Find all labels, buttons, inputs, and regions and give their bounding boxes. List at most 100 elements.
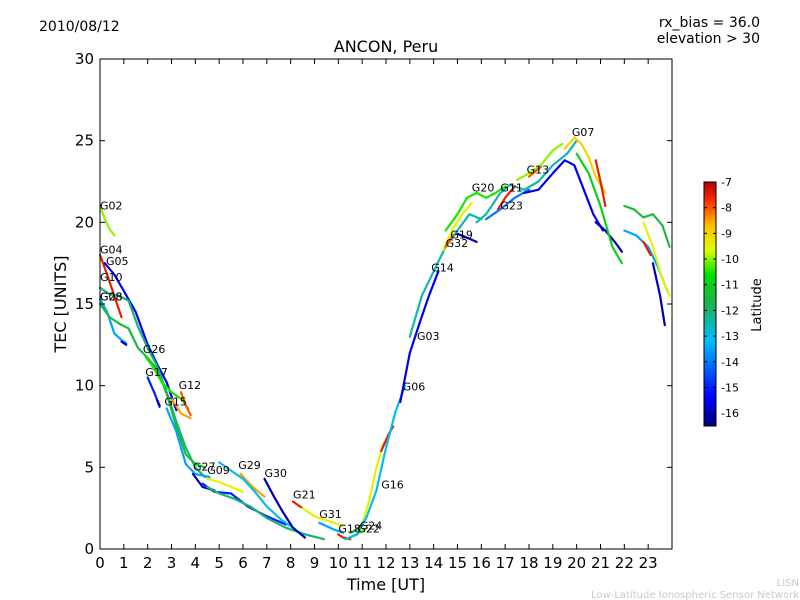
series-line-g12 (179, 391, 192, 417)
series-line-g25 (642, 221, 671, 297)
series-line-g02 (98, 204, 116, 237)
satellite-label-g28: G28 (100, 291, 123, 304)
x-tick-label: 13 (400, 554, 419, 572)
satellite-label-g22: G22 (357, 523, 380, 536)
x-tick-label: 23 (639, 554, 658, 572)
series-line-g19 (456, 232, 478, 243)
x-tick-label: 20 (567, 554, 586, 572)
series-line-g26 (170, 397, 192, 420)
y-tick-label: 30 (75, 50, 94, 68)
satellite-label-g32: G32 (446, 237, 469, 250)
satellite-label-g15: G15 (164, 395, 187, 408)
x-tick-label: 21 (591, 554, 610, 572)
series-line-g13 (527, 165, 543, 178)
satellite-label-g20: G20 (472, 181, 495, 194)
footer-network: Low-Latitude Ionospheric Sensor Network (591, 590, 799, 600)
series-line-g31 (318, 521, 345, 534)
elevation-label: elevation > 30 (657, 31, 760, 47)
satellite-label-g18: G18 (338, 523, 361, 536)
x-tick-label: 1 (119, 554, 129, 572)
colorbar-tick-label: -11 (721, 279, 739, 292)
satellite-label-g17: G17 (145, 366, 168, 379)
series-line-g21 (291, 500, 304, 510)
satellite-label-g02: G02 (100, 199, 123, 212)
series-line-g03 (399, 270, 440, 404)
colorbar-tick-label: -10 (721, 253, 739, 266)
satellite-label-g09: G09 (207, 464, 230, 477)
series-line-g13 (515, 142, 564, 181)
x-tick-label: 8 (286, 554, 296, 572)
satellite-label-g10: G10 (100, 271, 123, 284)
x-tick-label: 9 (310, 554, 320, 572)
y-tick-label: 10 (75, 377, 94, 395)
colorbar-tick-label: -16 (721, 407, 739, 420)
series-line-g16 (361, 441, 385, 526)
y-tick-label: 5 (84, 458, 94, 476)
colorbar-tick-label: -12 (721, 304, 739, 317)
satellite-label-g27: G27 (193, 461, 216, 474)
colorbar-tick-label: -7 (721, 176, 732, 189)
satellite-label-g04: G04 (100, 243, 123, 256)
series-line-g08 (120, 340, 128, 346)
satellite-label-g23: G23 (500, 199, 523, 212)
series-line-g11 (475, 139, 578, 224)
satellite-label-g12: G12 (179, 379, 202, 392)
x-tick-label: 6 (238, 554, 248, 572)
colorbar-tick-label: -8 (721, 202, 732, 215)
satellite-label-g06: G06 (403, 381, 426, 394)
x-tick-label: 10 (329, 554, 348, 572)
series-line-g15 (165, 407, 211, 479)
x-tick-label: 3 (167, 554, 177, 572)
y-axis-label: TEC [UNITS] (51, 256, 70, 354)
series-line-g28 (98, 302, 206, 469)
series-line-g21 (301, 507, 345, 528)
y-tick-label: 15 (75, 295, 94, 313)
x-tick-label: 18 (519, 554, 538, 572)
satellite-label-g19: G19 (450, 229, 473, 242)
satellite-label-g14: G14 (431, 261, 454, 274)
series-line-g01 (623, 204, 671, 248)
y-tick-label: 25 (75, 132, 94, 150)
footer-lisn: LISN (777, 578, 799, 589)
colorbar-tick-label: -15 (721, 381, 739, 394)
x-tick-label: 4 (191, 554, 201, 572)
series-line-g04 (98, 253, 123, 319)
x-tick-label: 15 (448, 554, 467, 572)
satellite-label-g31: G31 (319, 508, 342, 521)
series-line-g17 (156, 399, 161, 407)
x-tick-label: 22 (615, 554, 634, 572)
satellite-label-g21: G21 (293, 488, 316, 501)
x-tick-label: 16 (472, 554, 491, 572)
satellite-label-g03: G03 (417, 330, 440, 343)
series-line-g30 (263, 477, 307, 539)
rx-bias-label: rx_bias = 36.0 (659, 15, 760, 31)
series-line-g19 (444, 234, 454, 248)
y-tick-label: 0 (84, 540, 94, 558)
series-line-g23 (496, 185, 516, 211)
colorbar-label: Latitude (750, 278, 765, 332)
satellite-label-g05: G05 (106, 255, 129, 268)
satellite-label-g30: G30 (264, 467, 287, 480)
colorbar-ticks: -7 -8 -9 -10 -11 -12 -13 -14 -15 -16 (704, 176, 739, 420)
series-line-g32 (442, 201, 473, 252)
series-line-g25 (651, 262, 666, 327)
series-line-g07 (563, 136, 607, 194)
series-line-g10 (98, 286, 206, 479)
series-line-g05 (103, 262, 178, 412)
series-line-g20 (444, 185, 507, 232)
satellite-label-g13: G13 (527, 163, 550, 176)
colorbar-tick-label: -13 (721, 330, 739, 343)
colorbar (703, 181, 717, 427)
colorbar-tick-label: -14 (721, 356, 739, 369)
series-line-g07 (523, 159, 605, 232)
series-line-g29 (218, 461, 297, 531)
chart-title: ANCON, Peru (334, 37, 438, 56)
series-line-g23 (485, 188, 531, 221)
satellite-label-g24: G24 (360, 519, 383, 532)
satellite-label-g26: G26 (143, 343, 166, 356)
series-lines (98, 136, 671, 541)
series-line-g07 (594, 159, 607, 208)
x-tick-label: 17 (496, 554, 515, 572)
x-tick-label: 7 (262, 554, 272, 572)
